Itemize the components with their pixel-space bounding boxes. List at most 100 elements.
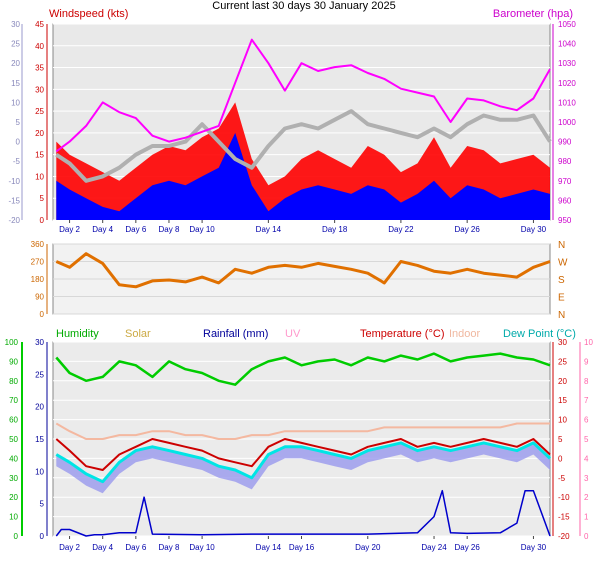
wind-x-tick-label: Day 6 [125,225,146,234]
temperature-tick-label: -15 [558,513,570,522]
temperature-tick-label: -5 [558,474,566,483]
outer-temp-y-axis: -20 -15 -10 -5 0 5 10 15 20 25 30 [8,20,23,225]
humidity-tick-label: 30 [9,474,18,483]
lower-x-tick-label: Day 26 [454,543,480,552]
indoor-line [55,422,550,440]
dewpoint-line [55,441,552,484]
temperature-tick-label: -10 [558,493,570,502]
direction-tick-label: 90 [35,293,44,302]
temperature-tick-label: 20 [558,377,567,386]
uv-tick-label: 4 [584,454,589,463]
wind-tick-label: 35 [35,64,44,73]
humidity-y-axis: 0 10 20 30 40 50 60 70 80 90 100 [5,338,23,541]
barometer-tick-label: 1030 [558,59,576,68]
outer-tick-label: -5 [13,157,21,166]
direction-tick-label: 0 [40,310,45,319]
lower-x-tick-label: Day 20 [355,543,381,552]
direction-y-axis: 0 90 180 270 360 [31,240,48,319]
temperature-tick-label: 15 [558,396,567,405]
lower-x-tick-label: Day 10 [189,543,215,552]
outer-tick-label: -10 [8,177,20,186]
outer-tick-label: -20 [8,216,20,225]
compass-tick-label: N [558,240,565,251]
outer-tick-label: 0 [16,138,21,147]
wind-tick-label: 20 [35,129,44,138]
temperature-tick-label: 25 [558,357,567,366]
temperature-tick-label: 0 [558,454,563,463]
uv-tick-label: 9 [584,357,589,366]
wind-y-axis: 0 5 10 15 20 25 30 35 40 45 [35,20,48,225]
rainfall-tick-label: 5 [40,500,45,509]
wind-tick-label: 40 [35,42,44,51]
direction-tick-label: 270 [31,258,45,267]
wind-tick-label: 30 [35,85,44,94]
outer-tick-label: 20 [11,59,20,68]
wind-x-tick-label: Day 4 [92,225,113,234]
temperature-line [55,438,551,471]
compass-tick-label: S [558,275,565,286]
rainfall-line [55,489,551,537]
legend-indoor: Indoor [449,328,481,340]
barometer-line [55,38,551,153]
humidity-tick-label: 10 [9,513,18,522]
lower-x-tick-label: Day 14 [256,543,282,552]
wind-barometer-panel: Windspeed (kts) Barometer (hpa) 0 5 10 15 20… [8,8,576,234]
lower-x-tick-label: Day 8 [159,543,180,552]
legend-solar: Solar [125,328,151,340]
legend-windspeed: Windspeed (kts) [49,8,128,20]
wind-tick-label: 15 [35,151,44,160]
humidity-line [55,352,551,386]
rainfall-tick-label: 30 [35,338,44,347]
lower-x-tick-label: Day 24 [421,543,447,552]
humidity-tick-label: 90 [9,357,18,366]
uv-tick-label: 0 [584,532,589,541]
wind-x-tick-label: Day 2 [59,225,80,234]
temperature-tick-label: 10 [558,416,567,425]
barometer-tick-label: 960 [558,196,572,205]
uv-tick-label: 6 [584,416,589,425]
barometer-tick-label: 970 [558,177,572,186]
rainfall-y-axis: 0 5 10 15 20 25 30 [35,338,48,541]
temperature-tick-label: 30 [558,338,567,347]
barometer-tick-label: 1020 [558,79,576,88]
uv-tick-label: 7 [584,396,589,405]
legend-rainfall: Rainfall (mm) [203,328,268,340]
lower-x-tick-label: Day 4 [92,543,113,552]
lower-x-tick-label: Day 6 [125,543,146,552]
barometer-tick-label: 1050 [558,20,576,29]
rainfall-tick-label: 0 [40,532,45,541]
temperature-tick-label: 5 [558,435,563,444]
barometer-y-axis: 950 960 970 980 990 1000 1010 1020 1030 1040 1050 [552,20,576,225]
barometer-tick-label: 1040 [558,40,576,49]
barometer-tick-label: 950 [558,216,572,225]
lower-x-axis: Day 2 Day 4 Day 6 Day 8 Day 10 Day 14 Day 16 Da… [59,536,547,552]
humidity-tick-label: 40 [9,454,18,463]
uv-tick-label: 2 [584,493,589,502]
lower-x-tick-label: Day 16 [289,543,315,552]
legend-barometer: Barometer (hpa) [493,8,573,20]
legend-uv: UV [285,328,301,340]
wind-tick-label: 0 [40,216,45,225]
outer-tick-label: 15 [11,79,20,88]
temperature-tick-label: -20 [558,532,570,541]
wind-direction-line [55,252,551,289]
outer-tick-label: 25 [11,40,20,49]
humidity-tick-label: 20 [9,493,18,502]
rainfall-tick-label: 15 [35,435,44,444]
uv-tick-label: 8 [584,377,589,386]
lower-x-tick-label: Day 2 [59,543,80,552]
outer-tick-label: -15 [8,196,20,205]
chart-title: Current last 30 days 30 January 2025 [212,0,395,12]
uv-tick-label: 10 [584,338,593,347]
barometer-tick-label: 1010 [558,98,576,107]
direction-tick-label: 180 [31,275,45,284]
direction-tick-label: 360 [31,240,45,249]
lower-x-tick-label: Day 30 [521,543,547,552]
wind-tick-label: 45 [35,20,44,29]
weather-lower-panel: Humidity Solar Rainfall (mm) UV Temperature … [5,328,594,552]
barometer-tick-label: 980 [558,157,572,166]
dewpoint-band [56,442,551,494]
wind-x-tick-label: Day 8 [159,225,180,234]
